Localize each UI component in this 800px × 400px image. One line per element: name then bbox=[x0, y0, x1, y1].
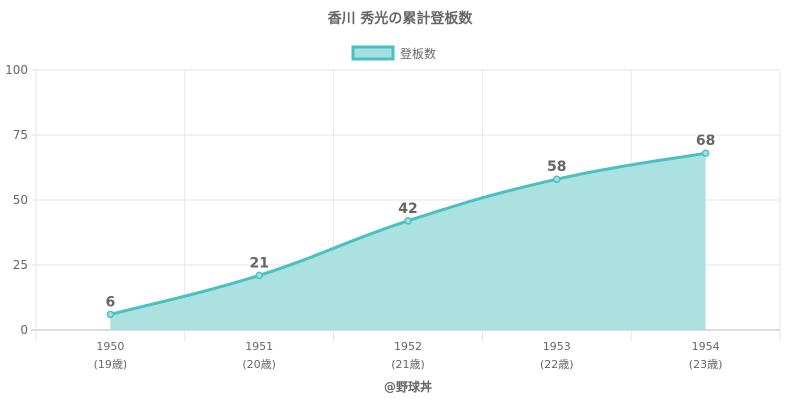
data-label: 58 bbox=[547, 159, 566, 175]
x-tick-label: 1952 bbox=[394, 340, 422, 353]
x-tick-label: 1953 bbox=[543, 340, 571, 353]
y-tick-label: 100 bbox=[5, 63, 28, 77]
data-point bbox=[553, 175, 561, 183]
series-area bbox=[110, 153, 706, 330]
data-point bbox=[255, 271, 263, 280]
x-tick-label: 1951 bbox=[245, 340, 273, 353]
y-tick-label: 75 bbox=[13, 128, 28, 142]
x-tick-label: 1954 bbox=[692, 340, 720, 353]
x-tick-label: 1950 bbox=[96, 340, 124, 353]
x-tick-sublabel: (21歳) bbox=[391, 358, 425, 371]
chart-title: 香川 秀光の累計登板数 bbox=[327, 10, 474, 27]
legend-label: 登板数 bbox=[400, 46, 436, 61]
x-tick-sublabel: (23歳) bbox=[689, 358, 723, 371]
data-label: 42 bbox=[398, 201, 417, 217]
x-tick-sublabel: (22歳) bbox=[540, 358, 574, 371]
legend: 登板数 bbox=[351, 45, 436, 61]
data-point bbox=[106, 310, 115, 319]
data-label: 21 bbox=[249, 255, 268, 271]
footer-credit: @野球丼 bbox=[384, 379, 432, 394]
y-tick-label: 0 bbox=[20, 323, 28, 337]
data-label: 68 bbox=[696, 133, 715, 149]
x-tick-sublabel: (20歳) bbox=[242, 358, 276, 371]
data-label: 6 bbox=[106, 294, 116, 310]
y-tick-label: 50 bbox=[13, 193, 28, 207]
data-point bbox=[404, 217, 412, 225]
y-tick-label: 25 bbox=[13, 258, 28, 272]
legend-swatch bbox=[351, 45, 395, 61]
x-tick-sublabel: (19歳) bbox=[94, 358, 128, 371]
data-point bbox=[701, 149, 710, 157]
